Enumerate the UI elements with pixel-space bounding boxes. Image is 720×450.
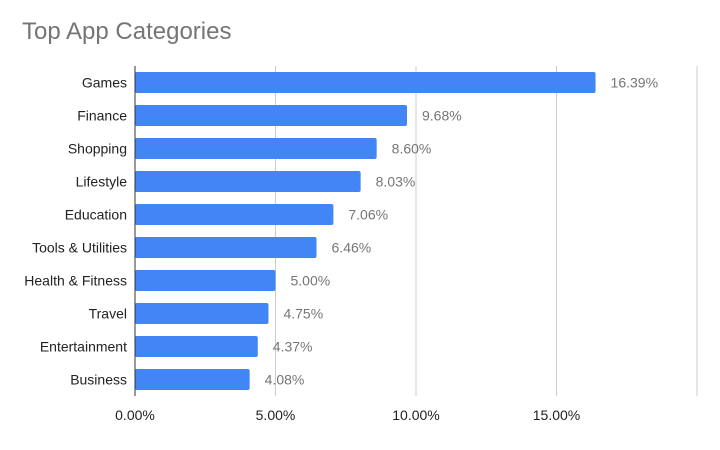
x-tick-label-2: 10.00% [392,407,439,423]
data-label-1: 9.68% [422,108,462,124]
data-label-6: 5.00% [291,273,331,289]
bar-8 [135,336,258,357]
bar-5 [135,237,317,258]
category-label-6: Health & Fitness [24,273,127,289]
x-tick-label-0: 0.00% [115,407,155,423]
x-tick-label-1: 5.00% [256,407,296,423]
category-label-4: Education [65,207,127,223]
data-label-2: 8.60% [392,141,432,157]
data-label-7: 4.75% [283,306,323,322]
data-label-0: 16.39% [611,75,658,91]
bar-9 [135,369,250,390]
category-label-7: Travel [89,306,127,322]
data-label-9: 4.08% [265,372,305,388]
data-label-5: 6.46% [332,240,372,256]
category-label-0: Games [82,75,127,91]
data-label-3: 8.03% [376,174,416,190]
category-label-8: Entertainment [40,339,127,355]
bar-2 [135,138,377,159]
bar-3 [135,171,361,192]
data-label-8: 4.37% [273,339,313,355]
bar-1 [135,105,408,126]
bar-4 [135,204,334,225]
bar-7 [135,303,269,324]
category-label-2: Shopping [68,141,127,157]
category-label-5: Tools & Utilities [32,240,127,256]
bar-6 [135,270,276,291]
category-label-1: Finance [77,108,127,124]
category-label-9: Business [70,372,127,388]
data-label-4: 7.06% [348,207,388,223]
bar-0 [135,72,596,93]
chart-title: Top App Categories [22,18,232,45]
x-tick-label-3: 15.00% [533,407,580,423]
category-label-3: Lifestyle [76,174,128,190]
